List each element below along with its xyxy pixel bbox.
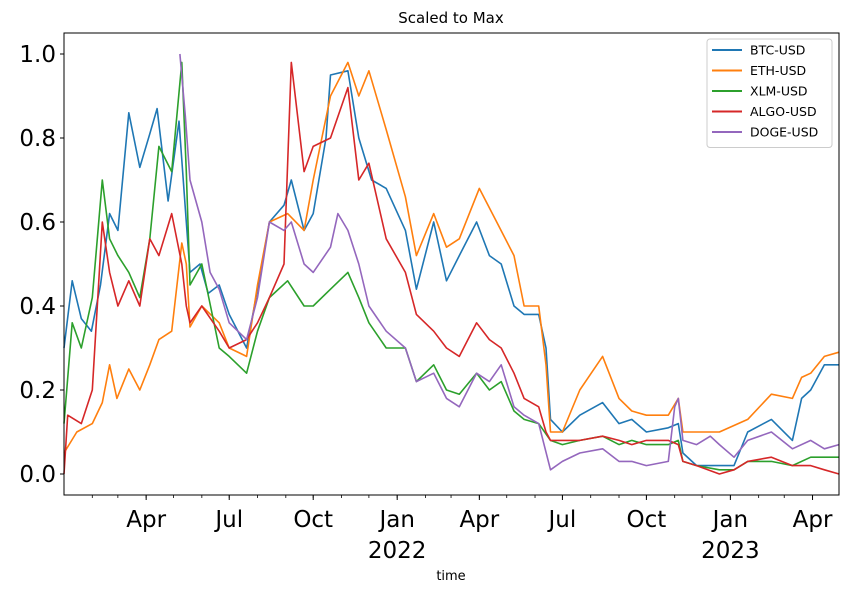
- series-line-algo-usd: [63, 61, 840, 475]
- x-axis: Apr Jul Oct Jan 2022 Apr Jul Oct Jan 2023 Apr: [91, 495, 833, 564]
- x-axis-label: time: [436, 569, 465, 584]
- legend-label: BTC-USD: [750, 43, 805, 58]
- x-tick-label: Jan: [711, 507, 748, 533]
- x-tick-year-label: 2023: [701, 538, 760, 564]
- x-tick-label: Oct: [627, 507, 667, 533]
- legend-label: DOGE-USD: [750, 125, 818, 140]
- legend-label: XLM-USD: [750, 84, 808, 99]
- series-layer: [63, 53, 840, 475]
- y-tick-label: 0.0: [19, 462, 56, 488]
- x-tick-label: Oct: [293, 507, 333, 533]
- legend: BTC-USD ETH-USD XLM-USD ALGO-USD DOGE-USD: [706, 38, 833, 148]
- series-line-doge-usd: [179, 53, 840, 471]
- y-axis: 0.0 0.2 0.4 0.6 0.8 1.0: [19, 42, 64, 488]
- y-tick-label: 0.2: [19, 378, 56, 404]
- y-tick-label: 0.6: [19, 210, 56, 236]
- x-tick-label: Apr: [793, 507, 833, 533]
- y-tick-label: 0.8: [19, 126, 56, 152]
- x-tick-label: Apr: [459, 507, 499, 533]
- x-tick-label: Jul: [547, 507, 577, 533]
- x-tick-label: Jan: [377, 507, 414, 533]
- y-tick-label: 1.0: [19, 42, 56, 68]
- x-tick-year-label: 2022: [368, 538, 427, 564]
- legend-label: ETH-USD: [750, 63, 806, 78]
- x-tick-label: Jul: [213, 507, 243, 533]
- legend-label: ALGO-USD: [750, 104, 817, 119]
- chart-title: Scaled to Max: [398, 9, 504, 27]
- plot-frame: [63, 32, 840, 496]
- x-tick-label: Apr: [126, 507, 166, 533]
- legend-box: [706, 38, 833, 148]
- y-tick-label: 0.4: [19, 294, 56, 320]
